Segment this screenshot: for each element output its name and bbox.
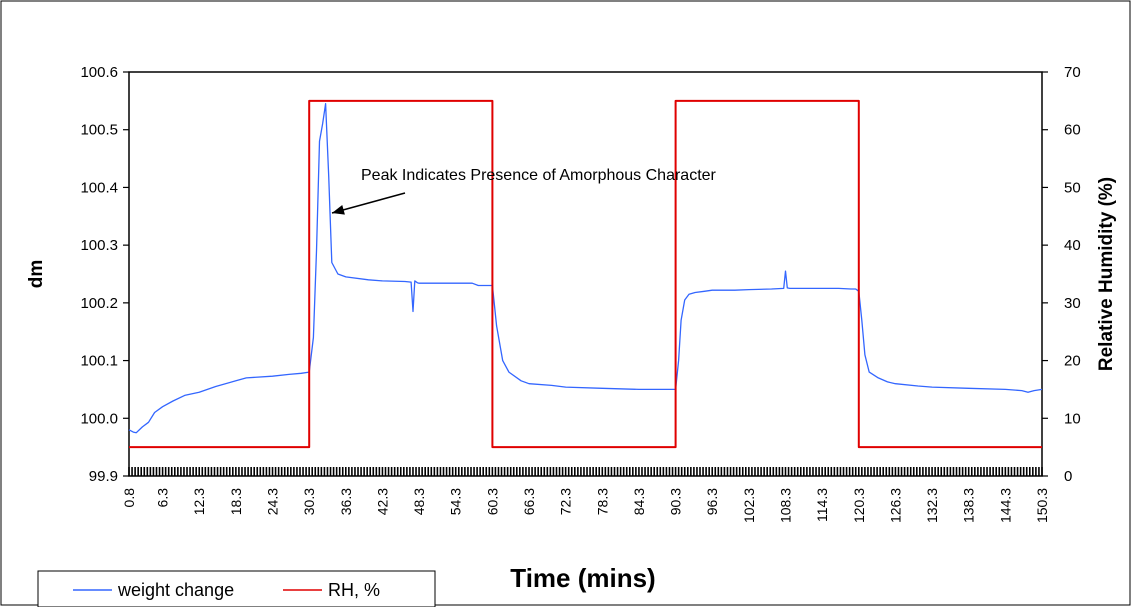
y-axis-right: 0 10 20 30 40 50 60 70 [1042, 64, 1081, 485]
y2-tick-label: 10 [1064, 410, 1081, 427]
y2-tick-label: 70 [1064, 64, 1081, 81]
y2-tick-label: 50 [1064, 179, 1081, 196]
x-tick-label: 114.3 [814, 488, 830, 522]
legend: weight change RH, % [37, 570, 436, 607]
x-tick-label: 120.3 [851, 488, 867, 523]
y-tick-label: 100.4 [80, 179, 118, 196]
y-tick-label: 99.9 [89, 468, 118, 485]
x-tick-label: 96.3 [704, 488, 720, 515]
y-tick-label: 100.0 [80, 410, 118, 427]
x-tick-label: 42.3 [374, 488, 390, 515]
x-tick-label: 108.3 [778, 488, 794, 523]
annotation-arrow [331, 192, 406, 214]
x-tick-label: 132.3 [924, 488, 940, 523]
x-tick-label: 18.3 [228, 488, 244, 515]
y-tick-label: 100.6 [80, 64, 118, 81]
y-axis-title: dm [26, 260, 47, 289]
x-axis-labels: 0.8 6.3 12.3 18.3 24.3 30.3 36.3 42.3 48.3 54.3 60… [121, 488, 1050, 523]
x-tick-label: 60.3 [484, 488, 500, 515]
y2-tick-label: 20 [1064, 353, 1081, 370]
x-tick-label: 24.3 [265, 488, 281, 515]
annotation-arrow-head [332, 205, 345, 215]
x-tick-label: 78.3 [594, 488, 610, 515]
y-tick-label: 100.5 [80, 122, 118, 139]
y2-axis-title: Relative Humidity (%) [1096, 177, 1117, 371]
x-tick-label: 150.3 [1034, 488, 1050, 523]
x-axis-title: Time (mins) [510, 563, 655, 593]
x-tick-label: 6.3 [155, 488, 171, 508]
x-tick-label: 12.3 [191, 488, 207, 515]
y2-tick-label: 0 [1064, 468, 1072, 485]
x-minor-ticks [128, 467, 1043, 476]
x-tick-label: 126.3 [887, 488, 903, 523]
annotation-text: Peak Indicates Presence of Amorphous Cha… [361, 167, 717, 184]
x-tick-label: 30.3 [301, 488, 317, 515]
y-tick-label: 100.2 [80, 295, 118, 312]
legend-box [37, 570, 436, 607]
x-tick-label: 48.3 [411, 488, 427, 515]
y-axis-left: 99.9 100.0 100.1 100.2 100.3 100.4 100.5 100.6 [80, 64, 129, 485]
x-tick-label: 138.3 [961, 488, 977, 523]
y-tick-label: 100.1 [80, 353, 118, 370]
x-tick-label: 84.3 [631, 488, 647, 515]
x-tick-label: 66.3 [521, 488, 537, 515]
series-layer [128, 99, 1043, 449]
y2-tick-label: 40 [1064, 237, 1081, 254]
y2-tick-label: 60 [1064, 122, 1081, 139]
legend-label-weight-change: weight change [117, 580, 234, 600]
x-tick-label: 72.3 [558, 488, 574, 515]
x-tick-label: 102.3 [741, 488, 757, 523]
x-tick-label: 144.3 [997, 488, 1013, 523]
plot-area [128, 71, 1043, 477]
x-tick-label: 36.3 [338, 488, 354, 515]
series-line-rh [129, 99, 1042, 449]
y-tick-label: 100.3 [80, 237, 118, 254]
x-tick-label: 0.8 [121, 488, 137, 508]
x-tick-label: 90.3 [668, 488, 684, 515]
annotation: Peak Indicates Presence of Amorphous Cha… [331, 167, 717, 215]
legend-label-rh: RH, % [328, 580, 380, 600]
x-tick-label: 54.3 [448, 488, 464, 515]
y2-tick-label: 30 [1064, 295, 1081, 312]
